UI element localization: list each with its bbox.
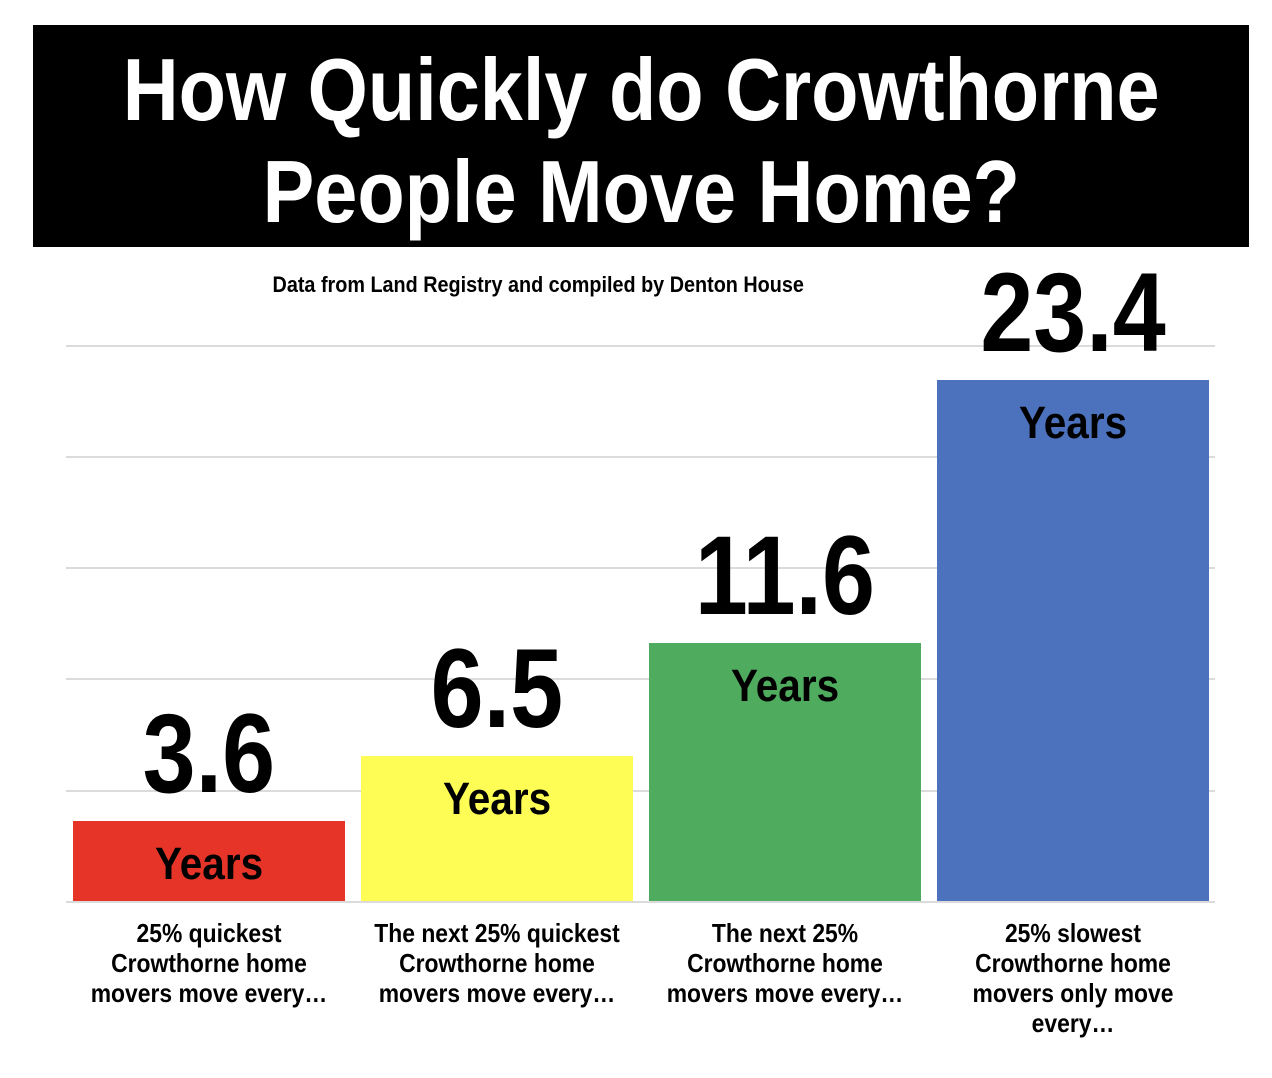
title-banner: How Quickly do Crowthorne People Move Ho… (33, 25, 1249, 247)
gridline-25y (66, 345, 1215, 347)
value-label: 3.6 (142, 691, 276, 816)
page-title-line-1: How Quickly do Crowthorne (122, 40, 1160, 139)
bar-slowest-25pct (937, 380, 1209, 901)
gridline-10y (66, 678, 1215, 680)
bar-next-25pct (649, 643, 921, 901)
bar-next-25pct-quickest (361, 756, 633, 901)
unit-label: Years (442, 773, 552, 824)
chart-source-subtitle: Data from Land Registry and compiled by … (272, 272, 804, 297)
value-label: 11.6 (694, 513, 876, 638)
gridline-20y (66, 456, 1215, 458)
unit-label: Years (730, 660, 840, 711)
category-label: 25% slowest Crowthorne home movers only … (972, 918, 1174, 1038)
unit-label: Years (154, 838, 264, 889)
value-label: 6.5 (430, 626, 564, 751)
page-title-line-2: People Move Home? (262, 142, 1020, 241)
gridline-5y (66, 790, 1215, 792)
category-label: The next 25% quickest Crowthorne home mo… (374, 918, 620, 1008)
baseline-axis (66, 901, 1215, 903)
value-label: 23.4 (980, 250, 1166, 375)
category-label: The next 25% Crowthorne home movers move… (666, 918, 904, 1008)
gridline-15y (66, 567, 1215, 569)
unit-label: Years (1018, 397, 1128, 448)
bar-quickest-25pct (73, 821, 345, 901)
category-label: 25% quickest Crowthorne home movers move… (90, 918, 328, 1008)
